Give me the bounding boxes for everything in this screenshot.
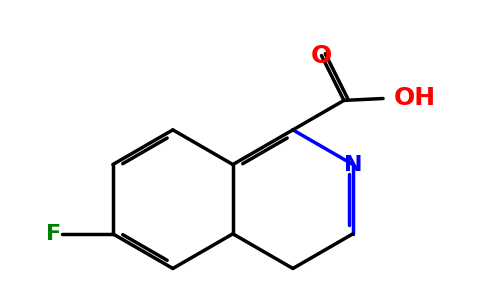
Text: F: F (46, 224, 61, 244)
Text: OH: OH (394, 86, 436, 110)
Text: O: O (311, 44, 332, 68)
Text: N: N (344, 154, 362, 175)
